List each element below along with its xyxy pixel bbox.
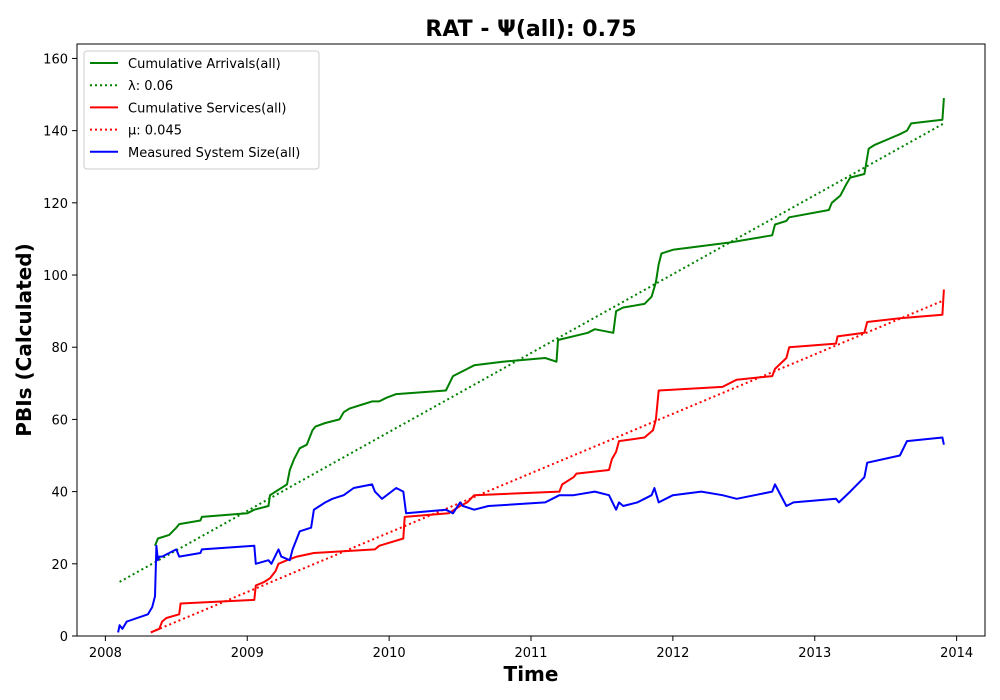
x-tick-label: 2010: [373, 646, 406, 661]
legend-label-0: Cumulative Arrivals(all): [128, 57, 281, 72]
series-line-0: [154, 98, 945, 547]
y-tick-label: 20: [51, 558, 68, 573]
y-tick-label: 120: [43, 197, 68, 212]
series-line-2: [150, 289, 945, 634]
y-axis-label: PBIs (Calculated): [12, 243, 36, 436]
x-axis: 2008 2009 2010 2011 2012 2013 2014: [89, 636, 973, 661]
series-line-4: [117, 436, 945, 633]
plot-frame: [76, 43, 986, 637]
x-axis-label: Time: [504, 662, 559, 686]
series-layer: [117, 98, 945, 634]
legend-label-3: μ: 0.045: [128, 124, 182, 139]
x-tick-label: 2008: [89, 646, 122, 661]
series-line-3: [150, 299, 945, 634]
series-line-1: [119, 122, 945, 583]
plot-area: 2008 2009 2010 2011 2012 2013 2014 0 20 40 60 80 10…: [43, 43, 986, 661]
y-tick-label: 60: [51, 413, 68, 428]
x-tick-label: 2013: [798, 646, 831, 661]
y-tick-label: 40: [51, 486, 68, 501]
y-tick-label: 0: [60, 630, 68, 645]
y-tick-label: 80: [51, 341, 68, 356]
x-tick-label: 2011: [514, 646, 547, 661]
x-tick-label: 2009: [231, 646, 264, 661]
y-axis: 0 20 40 60 80 100 120 140 160: [43, 52, 77, 645]
y-tick-label: 140: [43, 125, 68, 140]
y-tick-label: 100: [43, 269, 68, 284]
legend-label-2: Cumulative Services(all): [128, 101, 286, 116]
legend-label-1: λ: 0.06: [128, 79, 173, 94]
chart-title: RAT - Ψ(all): 0.75: [425, 17, 636, 42]
legend-label-4: Measured System Size(all): [128, 146, 300, 161]
legend: Cumulative Arrivals(all) λ: 0.06 Cumulativ…: [83, 50, 320, 170]
legend-box: [83, 50, 320, 170]
x-tick-label: 2012: [656, 646, 689, 661]
x-tick-label: 2014: [940, 646, 973, 661]
y-tick-label: 160: [43, 52, 68, 67]
